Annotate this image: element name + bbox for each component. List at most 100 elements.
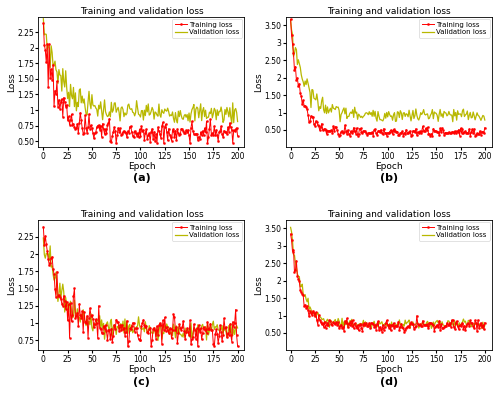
Y-axis label: Loss: Loss [7, 275, 16, 295]
Training loss [234, 134, 240, 138]
Validation loss [482, 323, 488, 328]
Text: (b): (b) [380, 173, 398, 183]
Training loss [394, 130, 400, 134]
Training loss [305, 308, 311, 313]
Training loss [125, 344, 131, 349]
Training loss [219, 132, 225, 137]
Validation loss [482, 118, 488, 122]
X-axis label: Epoch: Epoch [375, 162, 402, 171]
Validation loss [122, 317, 128, 322]
Text: (a): (a) [132, 173, 150, 183]
Training loss [305, 113, 311, 117]
X-axis label: Epoch: Epoch [128, 162, 156, 171]
Line: Validation loss: Validation loss [290, 20, 485, 122]
Training loss [219, 339, 225, 344]
Training loss [482, 320, 488, 325]
Legend: Training loss, Validation loss: Training loss, Validation loss [172, 222, 242, 241]
Legend: Training loss, Validation loss: Training loss, Validation loss [419, 19, 490, 38]
Training loss [288, 17, 294, 22]
Line: Training loss: Training loss [290, 233, 486, 333]
Training loss [40, 225, 46, 229]
Validation loss [122, 111, 128, 115]
Training loss [394, 324, 400, 328]
Validation loss [394, 119, 400, 124]
Validation loss [42, 252, 48, 257]
Title: Training and validation loss: Training and validation loss [327, 210, 450, 219]
Validation loss [288, 28, 294, 32]
Validation loss [42, 32, 48, 37]
Validation loss [234, 119, 240, 124]
Training loss [288, 33, 294, 38]
Validation loss [360, 115, 366, 120]
Validation loss [479, 326, 485, 331]
Text: (d): (d) [380, 376, 398, 387]
Training loss [360, 131, 366, 136]
Training loss [482, 125, 488, 130]
Training loss [112, 322, 117, 327]
Validation loss [229, 121, 235, 126]
Training loss [42, 242, 48, 247]
Validation loss [155, 338, 161, 343]
Training loss [113, 141, 119, 146]
Training loss [234, 344, 240, 349]
Validation loss [112, 323, 117, 327]
Training loss [58, 100, 64, 105]
Validation loss [305, 296, 311, 301]
Line: Validation loss: Validation loss [44, 238, 238, 340]
Validation loss [288, 17, 294, 22]
Validation loss [337, 119, 343, 124]
Line: Training loss: Training loss [290, 18, 486, 137]
Validation loss [112, 101, 117, 105]
Title: Training and validation loss: Training and validation loss [327, 7, 450, 16]
Validation loss [305, 81, 311, 86]
Title: Training and validation loss: Training and validation loss [80, 7, 204, 16]
Training loss [58, 296, 64, 301]
Y-axis label: Loss: Loss [254, 275, 263, 295]
Validation loss [358, 323, 364, 327]
Validation loss [392, 322, 398, 327]
Training loss [122, 333, 128, 338]
Training loss [146, 131, 152, 136]
Training loss [40, 21, 46, 26]
Line: Validation loss: Validation loss [44, 19, 238, 123]
Line: Training loss: Training loss [42, 22, 238, 144]
Training loss [379, 329, 385, 334]
Training loss [288, 238, 294, 243]
Validation loss [58, 296, 64, 301]
Training loss [466, 126, 472, 131]
Validation loss [288, 229, 294, 234]
Validation loss [234, 325, 240, 330]
Text: (c): (c) [133, 376, 150, 387]
Validation loss [145, 330, 151, 335]
Training loss [370, 133, 376, 138]
Validation loss [466, 113, 472, 118]
Validation loss [145, 102, 151, 106]
Validation loss [40, 16, 46, 21]
Line: Training loss: Training loss [42, 226, 238, 347]
Validation loss [219, 323, 225, 328]
Training loss [466, 324, 472, 329]
Validation loss [40, 235, 46, 240]
Legend: Training loss, Validation loss: Training loss, Validation loss [172, 19, 242, 38]
X-axis label: Epoch: Epoch [375, 365, 402, 374]
Legend: Training loss, Validation loss: Training loss, Validation loss [419, 222, 490, 241]
Training loss [336, 133, 342, 138]
Training loss [42, 43, 48, 47]
X-axis label: Epoch: Epoch [128, 365, 156, 374]
Line: Validation loss: Validation loss [290, 228, 485, 329]
Training loss [123, 130, 129, 135]
Training loss [369, 321, 375, 326]
Validation loss [370, 108, 376, 113]
Training loss [146, 327, 152, 332]
Validation loss [369, 322, 375, 327]
Y-axis label: Loss: Loss [7, 72, 16, 92]
Title: Training and validation loss: Training and validation loss [80, 210, 204, 219]
Training loss [112, 125, 117, 130]
Training loss [358, 326, 364, 331]
Training loss [288, 231, 294, 236]
Validation loss [58, 73, 64, 78]
Y-axis label: Loss: Loss [254, 72, 263, 92]
Validation loss [466, 318, 471, 323]
Validation loss [288, 225, 294, 230]
Validation loss [218, 105, 224, 109]
